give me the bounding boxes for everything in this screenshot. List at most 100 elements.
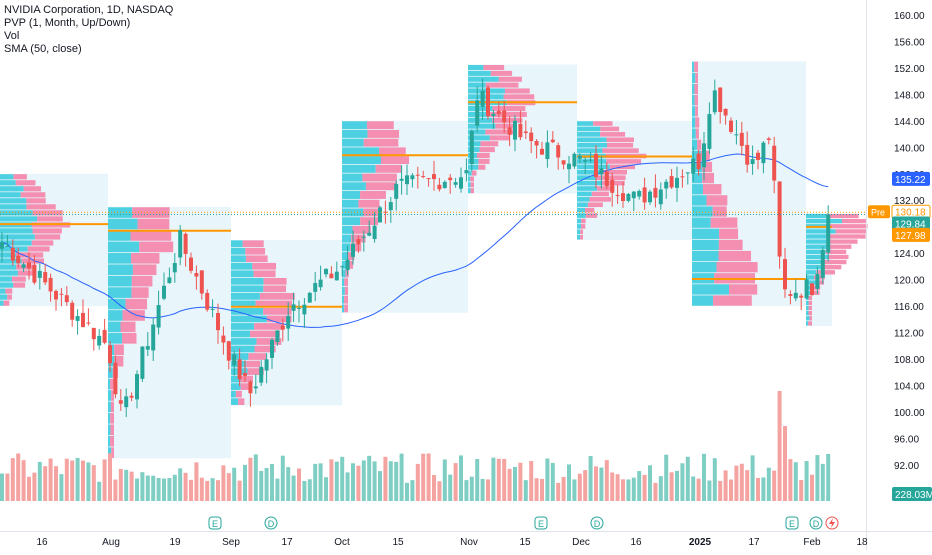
profile-bar-down bbox=[131, 252, 160, 264]
profile-bar-down bbox=[367, 129, 400, 138]
candle-body bbox=[583, 160, 588, 162]
profile-bar-up bbox=[692, 284, 730, 295]
candle-body bbox=[685, 172, 690, 174]
profile-bar-up bbox=[108, 321, 121, 333]
candle-body bbox=[464, 170, 469, 174]
price-tick-label: 148.00 bbox=[894, 90, 925, 101]
profile-bar-down bbox=[606, 159, 642, 164]
volume-bar bbox=[658, 476, 663, 501]
volume-bar bbox=[172, 474, 177, 501]
dividend-icon[interactable]: D bbox=[590, 516, 604, 530]
volume-bar bbox=[475, 459, 480, 501]
volume-bar bbox=[232, 467, 237, 501]
volume-bar bbox=[399, 453, 404, 501]
profile-bar-down bbox=[593, 121, 613, 126]
profile-bar-down bbox=[596, 186, 615, 191]
candle-body bbox=[135, 374, 139, 400]
candle-body bbox=[815, 273, 820, 289]
earnings-icon[interactable]: E bbox=[534, 516, 548, 530]
profile-bar-up bbox=[0, 300, 4, 306]
candle-body bbox=[351, 243, 355, 257]
volume-bar bbox=[216, 480, 220, 501]
price-tick-label: 100.00 bbox=[894, 408, 925, 419]
event-letter: D bbox=[594, 519, 601, 529]
profile-bar-down bbox=[344, 278, 348, 287]
profile-bar-up bbox=[806, 239, 831, 244]
candle-body bbox=[118, 400, 123, 404]
volume-bar bbox=[5, 473, 10, 501]
profile-bar-up bbox=[806, 249, 826, 254]
volume-bar bbox=[351, 463, 355, 501]
profile-bar-down bbox=[485, 82, 519, 88]
profile-bar-down bbox=[581, 218, 586, 224]
profile-bar-down bbox=[596, 175, 626, 180]
profile-bar-down bbox=[252, 262, 277, 270]
sma-value-tag-text: 135.22 bbox=[895, 175, 926, 186]
volume-bar bbox=[113, 479, 118, 501]
volume-bar bbox=[529, 461, 534, 501]
volume-bar bbox=[437, 481, 442, 501]
earnings-icon[interactable]: E bbox=[208, 516, 222, 530]
profile-bar-up bbox=[468, 76, 499, 82]
profile-bar-up bbox=[468, 94, 504, 100]
indicator-sma[interactable]: SMA (50, close) bbox=[4, 43, 82, 55]
profile-bar-up bbox=[806, 259, 824, 265]
profile-bar-down bbox=[263, 285, 287, 293]
profile-bar-down bbox=[379, 147, 406, 156]
profile-bar-up bbox=[231, 293, 260, 300]
profile-bar-up bbox=[692, 228, 720, 239]
candle-body bbox=[691, 158, 696, 174]
profile-bar-up bbox=[806, 285, 814, 290]
candle-body bbox=[124, 396, 129, 408]
price-tick-label: 96.00 bbox=[894, 435, 919, 446]
volume-bar bbox=[448, 474, 453, 501]
volume-layer bbox=[0, 391, 831, 501]
price-tick-label: 92.00 bbox=[894, 461, 919, 472]
candle-body bbox=[772, 145, 777, 181]
candle-body bbox=[91, 327, 96, 340]
profile-bar-down bbox=[607, 142, 634, 148]
candle-body bbox=[626, 193, 631, 201]
profile-bar-up bbox=[231, 255, 246, 263]
dividend-icon[interactable]: D bbox=[809, 516, 823, 530]
profile-bar-down bbox=[250, 330, 280, 338]
candle-body bbox=[10, 247, 15, 261]
candle-body bbox=[313, 283, 318, 292]
event-letter: E bbox=[789, 519, 795, 529]
profile-bar-down bbox=[13, 174, 27, 180]
volume-bar bbox=[810, 474, 814, 501]
candle-body bbox=[475, 100, 480, 126]
profile-bar-down bbox=[375, 164, 402, 173]
profile-bar-up bbox=[577, 159, 607, 164]
earnings-icon[interactable]: E bbox=[785, 516, 799, 530]
profile-bar-down bbox=[27, 246, 50, 252]
profile-bar-up bbox=[0, 264, 17, 270]
profile-bar-up bbox=[342, 234, 352, 243]
profile-bar-down bbox=[360, 191, 386, 199]
volume-bar bbox=[421, 453, 426, 501]
profile-bar-up bbox=[468, 106, 493, 112]
profile-bar-up bbox=[806, 290, 814, 295]
poc-value-tag-text: 127.98 bbox=[895, 231, 926, 242]
profile-bar-down bbox=[11, 276, 26, 282]
profile-bar-down bbox=[380, 156, 410, 165]
volume-bar bbox=[486, 479, 490, 501]
indicator-pvp[interactable]: PVP (1, Month, Up/Down) bbox=[4, 17, 131, 29]
profile-bar-down bbox=[110, 413, 114, 424]
dividend-icon[interactable]: D bbox=[264, 516, 278, 530]
candle-body bbox=[415, 174, 420, 176]
candle-body bbox=[54, 290, 58, 300]
profile-bar-up bbox=[231, 375, 241, 383]
profile-bar-down bbox=[483, 64, 505, 71]
profile-bar-up bbox=[0, 240, 32, 246]
profile-bar-up bbox=[0, 234, 35, 240]
indicator-vol[interactable]: Vol bbox=[4, 30, 20, 42]
profile-bar-down bbox=[13, 282, 26, 288]
profile-bar-down bbox=[600, 132, 626, 137]
volume-bar bbox=[561, 476, 566, 501]
profile-bar-up bbox=[0, 192, 21, 198]
candle-body bbox=[108, 345, 112, 364]
profile-bar-up bbox=[806, 321, 809, 326]
